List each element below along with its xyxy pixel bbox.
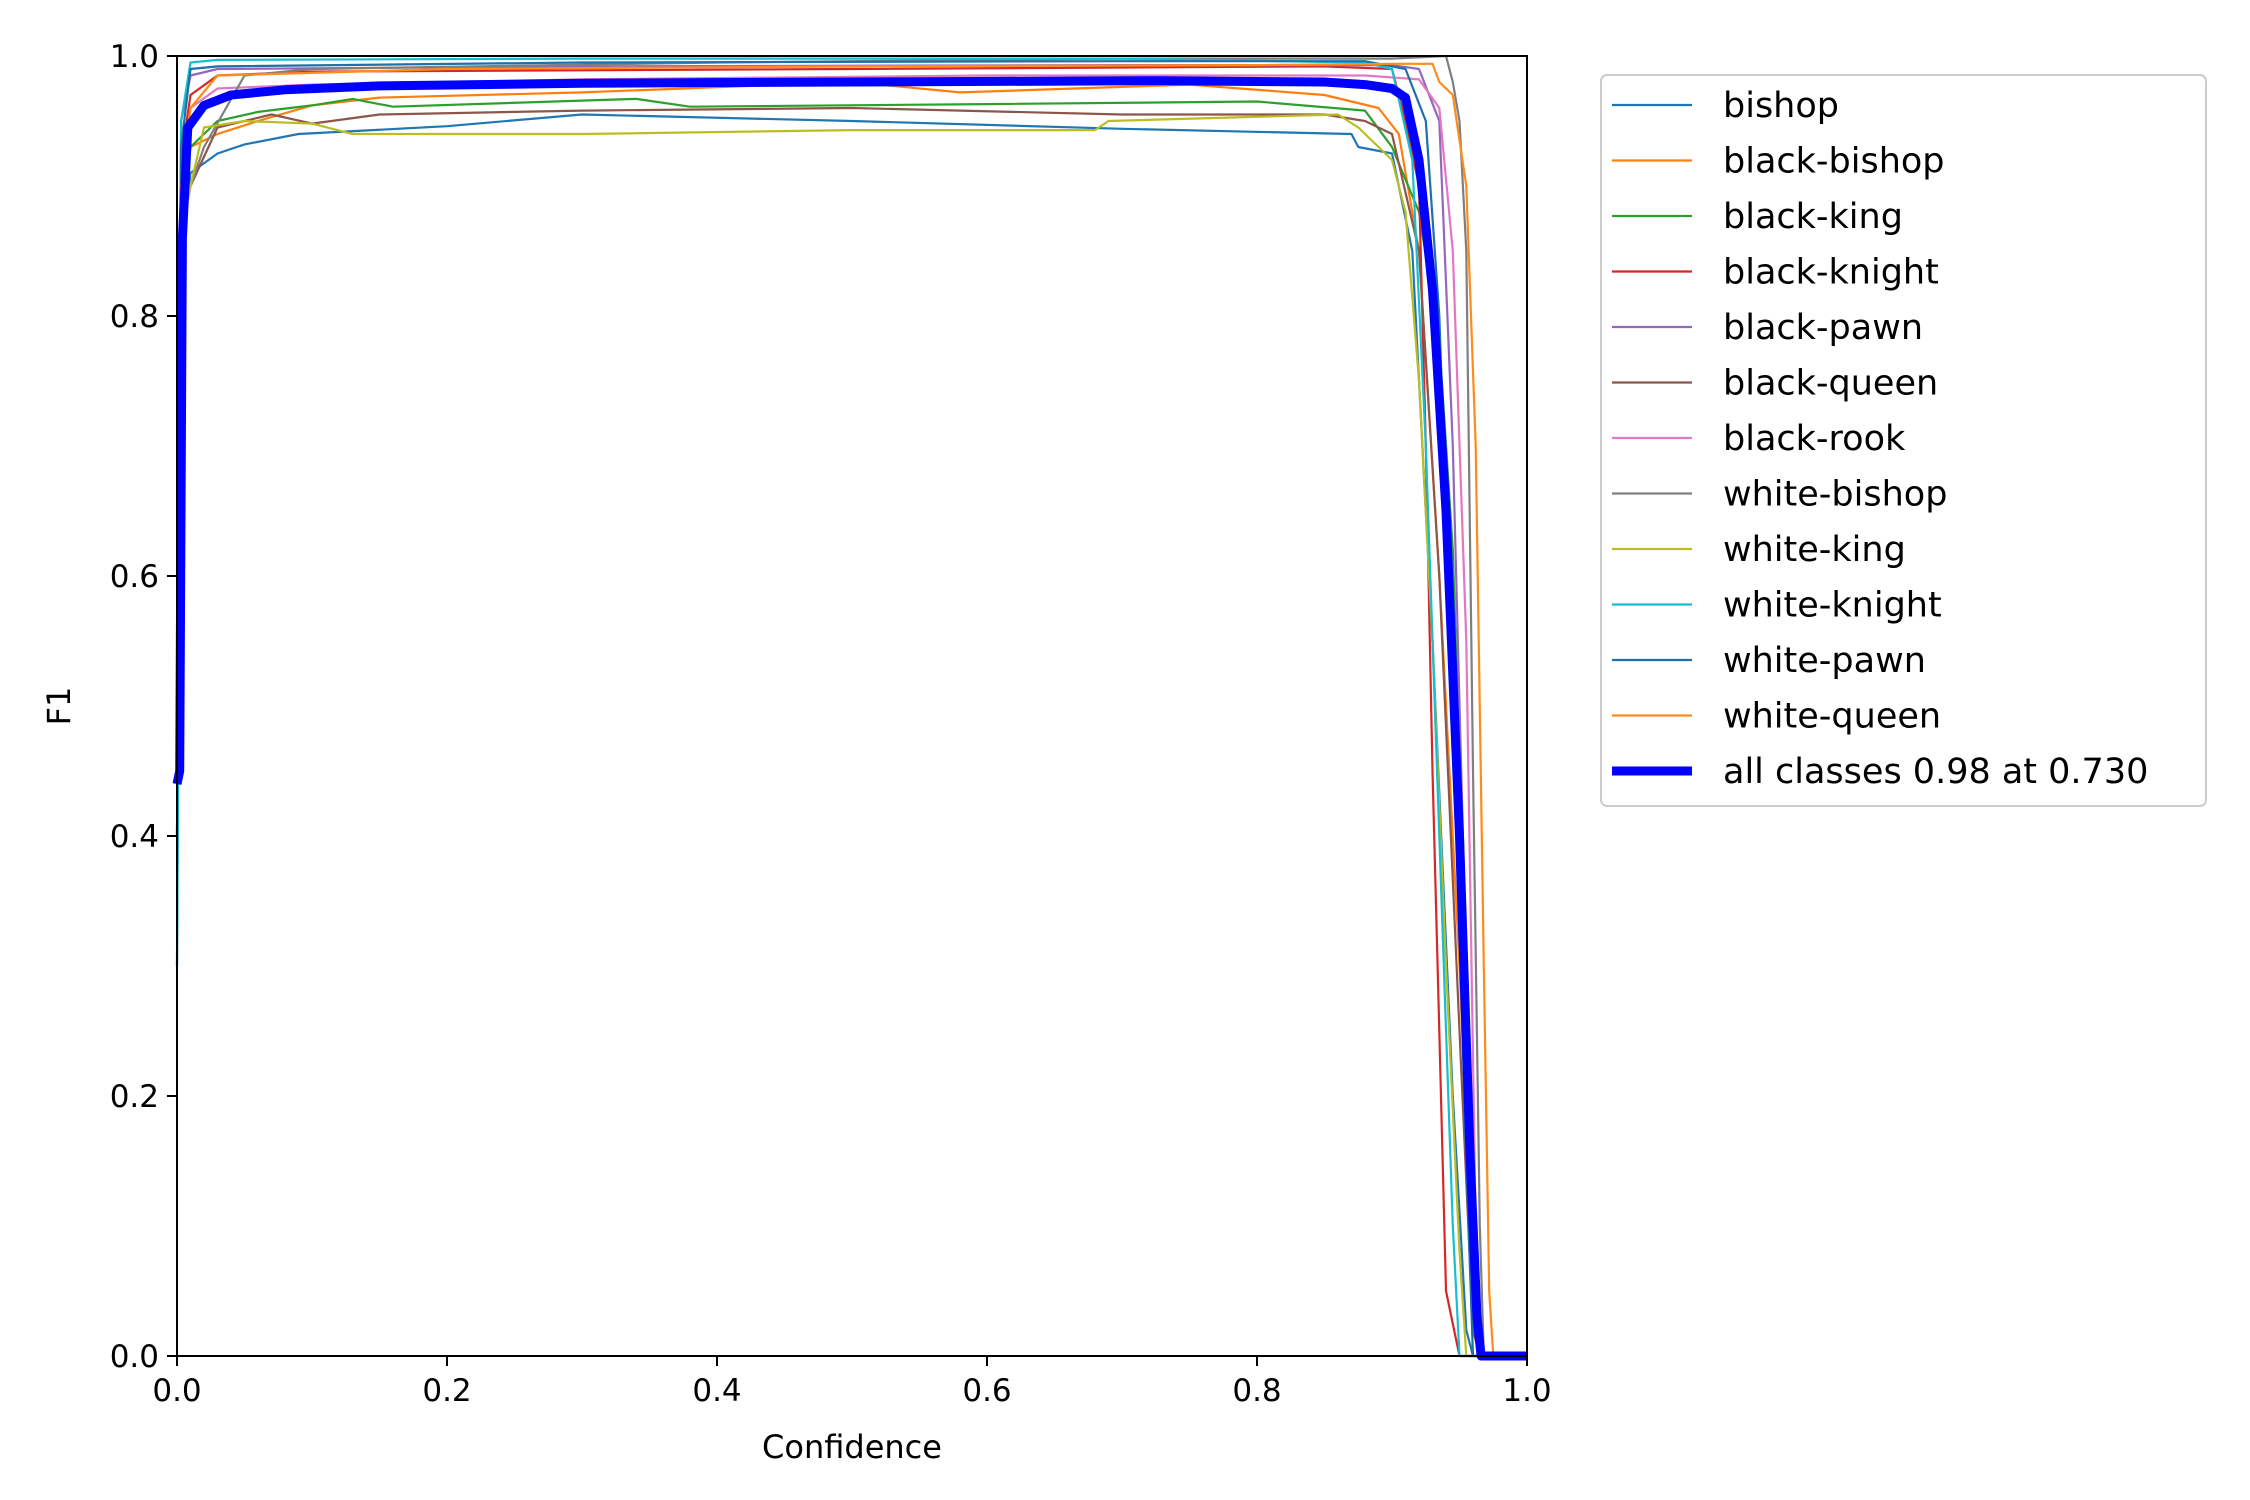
x-tick-label: 0.0: [152, 1373, 201, 1409]
x-axis-label: Confidence: [762, 1428, 942, 1466]
legend-label: white-bishop: [1723, 475, 1947, 515]
y-tick-label: 0.6: [110, 559, 159, 595]
legend-label: bishop: [1723, 86, 1839, 126]
y-tick-label: 0.0: [110, 1339, 159, 1375]
legend: bishop black-bishop black-king black-knight…: [1600, 74, 2207, 807]
legend-box: [1600, 74, 2207, 807]
y-tick-label: 1.0: [110, 39, 159, 75]
series-line-11: [175, 62, 1527, 1358]
x-tick-label: 1.0: [1502, 1373, 1551, 1409]
legend-label: black-rook: [1723, 419, 1906, 459]
x-tick-label: 0.6: [962, 1373, 1011, 1409]
legend-label: white-pawn: [1723, 641, 1926, 681]
y-tick-label: 0.2: [110, 1079, 159, 1115]
y-tick-label: 0.8: [110, 299, 159, 335]
y-axis-label: F1: [40, 687, 78, 726]
y-tick-label: 0.4: [110, 819, 159, 855]
x-tick-label: 0.4: [692, 1373, 741, 1409]
legend-label: white-knight: [1723, 586, 1942, 626]
series-line-7: [175, 54, 1527, 1358]
series-line-3: [175, 65, 1527, 1358]
legend-label: black-bishop: [1723, 142, 1945, 182]
series-line-2: [175, 97, 1527, 1358]
legend-label: black-pawn: [1723, 308, 1923, 348]
series-line-10: [175, 60, 1527, 1358]
series-line-1: [175, 80, 1527, 1358]
series-line-4: [175, 63, 1527, 1358]
x-tick-label: 0.8: [1232, 1373, 1281, 1409]
legend-label: black-queen: [1723, 364, 1938, 404]
series-line-0: [175, 113, 1527, 1358]
legend-label: white-queen: [1723, 697, 1941, 737]
axis-ticks: 0.0 0.2 0.4 0.6 0.8 1.0 0.0 0.2 0.4 0.6 0.8 1.0: [110, 39, 1552, 1409]
series-line-5: [175, 106, 1527, 1358]
series-line-12: [172, 76, 1527, 1361]
plot-frame: [176, 55, 1528, 1357]
legend-label: white-king: [1723, 530, 1906, 570]
series-line-8: [175, 113, 1527, 1358]
legend-label: black-knight: [1723, 253, 1939, 293]
plot-lines: [172, 54, 1527, 1361]
legend-label: black-king: [1723, 197, 1903, 237]
series-line-6: [175, 74, 1527, 1358]
series-line-9: [175, 57, 1527, 1358]
legend-label: all classes 0.98 at 0.730: [1723, 752, 2148, 792]
x-tick-label: 0.2: [422, 1373, 471, 1409]
legend-items: bishop black-bishop black-king black-knight…: [1612, 86, 2148, 792]
